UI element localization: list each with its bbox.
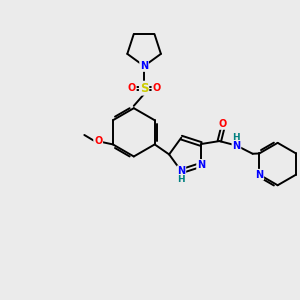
Text: O: O xyxy=(152,83,160,93)
Text: S: S xyxy=(140,82,148,95)
Text: O: O xyxy=(128,83,136,93)
Text: N: N xyxy=(177,166,185,176)
Text: O: O xyxy=(94,136,102,146)
Text: H: H xyxy=(232,133,240,142)
Text: H: H xyxy=(177,175,184,184)
Text: N: N xyxy=(197,160,205,170)
Text: N: N xyxy=(232,140,241,151)
Text: N: N xyxy=(255,170,263,180)
Text: O: O xyxy=(219,119,227,129)
Text: N: N xyxy=(140,61,148,71)
